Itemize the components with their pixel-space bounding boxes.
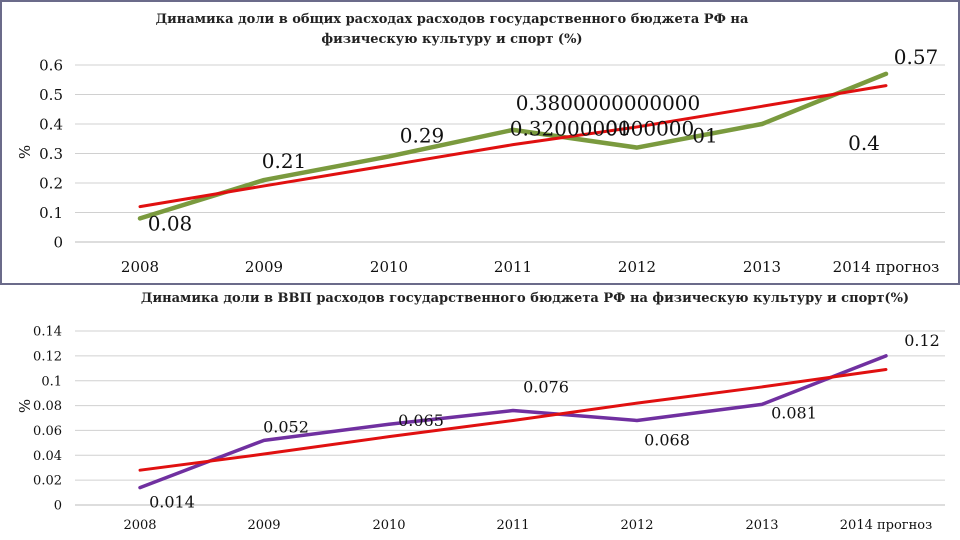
y-tick-label: 0.04 bbox=[33, 449, 62, 464]
data-label: 0.014 bbox=[149, 493, 195, 512]
y-axis-label: % bbox=[16, 399, 34, 413]
x-tick-label: 2014 прогноз bbox=[833, 258, 940, 276]
y-axis-label: % bbox=[16, 145, 34, 159]
chart-1-svg: 0 0.1 0.2 0.3 0.4 0.5 0.6% 2008 2009 2010 2011 2012… bbox=[16, 45, 945, 276]
chart-2-svg: 0 0.02 0.04 0.06 0.08 0.1 0.12 0.14% 2008 2009 201… bbox=[16, 325, 945, 533]
trend-line bbox=[138, 84, 888, 209]
y-tick-label: 0.4 bbox=[39, 115, 63, 133]
y-tick-label: 0.6 bbox=[39, 56, 63, 74]
data-label: 0.12 bbox=[904, 331, 940, 350]
data-label: 0.068 bbox=[644, 430, 690, 449]
x-tick-label: 2012 bbox=[618, 258, 656, 276]
y-tick-label: 0 bbox=[54, 499, 62, 514]
data-label: 0.4 bbox=[848, 131, 880, 155]
x-tick-label: 2011 bbox=[494, 258, 532, 276]
y-tick-label: 0 bbox=[53, 233, 63, 251]
x-tick-label: 2010 bbox=[372, 518, 405, 533]
x-tick-label: 2011 bbox=[496, 518, 529, 533]
data-label: 0.57 bbox=[894, 45, 939, 69]
y-tick-label: 0.08 bbox=[33, 399, 62, 414]
data-label: 0.21 bbox=[262, 149, 307, 173]
data-label: 0.052 bbox=[263, 417, 309, 436]
x-tick-label: 2010 bbox=[370, 258, 408, 276]
x-tick-label: 2014 прогноз bbox=[840, 518, 932, 533]
y-tick-label: 0.3 bbox=[39, 145, 63, 163]
y-tick-label: 0.1 bbox=[41, 374, 62, 389]
chart-panel-share-of-gdp: Динамика доли в ВВП расходов государстве… bbox=[0, 288, 960, 540]
y-tick-label: 0.5 bbox=[39, 86, 63, 104]
data-label: 0.3800000000000 bbox=[516, 91, 701, 115]
y-tick-label: 0.2 bbox=[39, 174, 63, 192]
x-tick-label: 2013 bbox=[745, 518, 778, 533]
x-tick-label: 2009 bbox=[247, 518, 280, 533]
x-tick-label: 2008 bbox=[121, 258, 159, 276]
y-tick-label: 0.14 bbox=[33, 325, 62, 340]
x-tick-label: 2013 bbox=[743, 258, 781, 276]
data-label: 0.08 bbox=[148, 211, 193, 235]
data-label: 0.065 bbox=[398, 411, 444, 430]
data-label: 0.076 bbox=[523, 378, 569, 397]
y-tick-label: 0.02 bbox=[33, 474, 62, 489]
x-tick-label: 2008 bbox=[123, 518, 156, 533]
chart-title: Динамика доли в ВВП расходов государстве… bbox=[140, 291, 910, 306]
data-label: 01 bbox=[692, 124, 717, 148]
chart-panel-share-of-expenditures: Динамика доли в общих расходах расходов … bbox=[0, 0, 960, 285]
y-tick-label: 0.12 bbox=[33, 349, 62, 364]
y-tick-label: 0.1 bbox=[39, 204, 63, 222]
x-tick-label: 2009 bbox=[245, 258, 283, 276]
data-label: 01 bbox=[605, 116, 630, 140]
data-label: 0.29 bbox=[400, 123, 445, 147]
chart-title: Динамика доли в общих расходах расходов … bbox=[155, 12, 749, 47]
x-tick-label: 2012 bbox=[620, 518, 653, 533]
data-label: 0.3200000000000 bbox=[510, 117, 695, 141]
y-tick-label: 0.06 bbox=[33, 424, 62, 439]
data-label: 0.081 bbox=[771, 403, 817, 422]
